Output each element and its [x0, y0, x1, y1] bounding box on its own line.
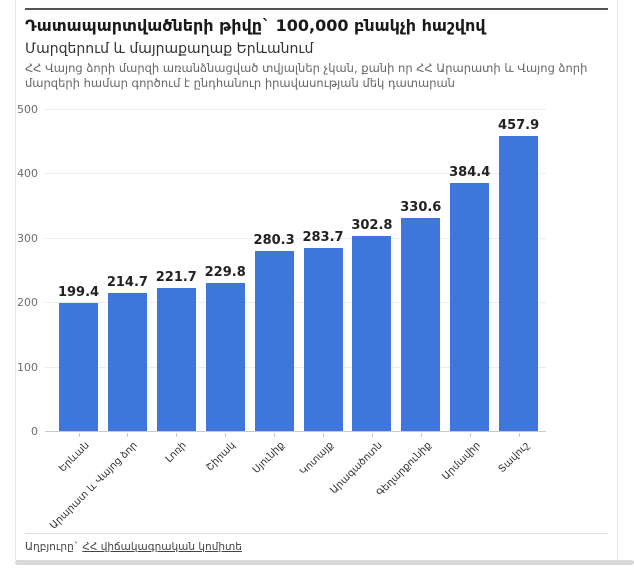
bar[interactable] — [352, 236, 392, 431]
source-prefix: Աղբյուրը` — [25, 541, 79, 553]
footer-divider — [25, 533, 608, 534]
x-axis-tick — [78, 433, 80, 437]
gridline — [45, 237, 546, 239]
x-axis-label: Շիրակ — [204, 440, 238, 474]
x-axis-tick — [127, 433, 129, 437]
bar-value-label: 221.7 — [155, 270, 197, 286]
y-axis-tick-label: 100 — [17, 360, 38, 374]
bar-value-label: 384.4 — [449, 165, 491, 181]
x-axis-line — [45, 431, 546, 432]
horizontal-scrollbar[interactable] — [15, 560, 634, 565]
bar[interactable] — [499, 136, 539, 431]
source-link[interactable]: ՀՀ վիճակագրական կոմիտե — [82, 541, 242, 553]
bar[interactable] — [107, 292, 147, 431]
x-axis-label: Սյունիք — [250, 440, 287, 476]
x-axis-label: Կոտայք — [298, 440, 336, 478]
x-axis-tick — [323, 433, 324, 437]
chart-subtitle: Մարզերում և մայրաքաղաք Երևանում — [25, 41, 314, 57]
gridline — [45, 302, 546, 304]
y-axis: 0 100 200 300 400 500 — [0, 103, 38, 438]
bar-value-label: 280.3 — [253, 232, 295, 248]
x-axis-tick — [274, 433, 276, 437]
bar-value-label: 199.4 — [57, 284, 100, 300]
y-axis-tick-label: 500 — [17, 103, 38, 116]
bar[interactable] — [450, 183, 490, 431]
x-axis-label: Լոռի — [163, 440, 190, 466]
bar-value-label: 302.8 — [351, 218, 393, 233]
x-axis-tick — [518, 433, 520, 437]
plot-area: 199.4 214.7 221.7 229.8 280.3 283.7 302.8 330.6… — [45, 109, 546, 437]
y-axis-tick-label: 400 — [17, 167, 38, 181]
x-axis-label: Տավուշ — [496, 440, 532, 476]
bar[interactable] — [205, 283, 245, 431]
top-rule-divider — [25, 8, 608, 10]
x-axis-label: Արմավիր — [439, 440, 483, 483]
x-axis-tick — [225, 433, 227, 437]
x-axis-tick — [469, 433, 471, 437]
bar-value-label: 229.8 — [204, 265, 246, 281]
bar[interactable] — [254, 250, 294, 431]
source-line: Աղբյուրը` ՀՀ վիճակագրական կոմիտե — [25, 541, 608, 553]
y-axis-tick-label: 300 — [17, 231, 38, 245]
x-axis-tick — [176, 433, 178, 437]
bar-value-label: 214.7 — [106, 274, 148, 290]
y-axis-tick-label: 0 — [31, 425, 38, 438]
gridline — [45, 366, 546, 368]
x-axis-label: Արարատ և Վայոց ձոր — [48, 440, 141, 532]
x-axis: Երևան Արարատ և Վայոց ձոր Լոռի Շիրակ Սյունիք Կ… — [45, 440, 546, 532]
y-axis-tick-label: 200 — [17, 296, 38, 310]
gridline — [45, 173, 546, 175]
bar[interactable] — [156, 288, 196, 431]
bar-value-label: 283.7 — [302, 230, 344, 246]
chart-description: ՀՀ Վայոց ձորի մարզի առանձնացված տվյալներ… — [25, 61, 588, 91]
bar[interactable] — [303, 248, 343, 431]
bar-value-label: 330.6 — [400, 200, 442, 216]
x-axis-tick — [420, 433, 422, 437]
chart-title: Դատապարտվածների թիվը` 100,000 բնակչի հաշ… — [25, 16, 486, 35]
bar[interactable] — [59, 302, 98, 431]
bar-value-label: 457.9 — [498, 118, 540, 134]
gridline — [45, 109, 546, 110]
x-axis-label: Երևան — [56, 440, 92, 475]
x-axis-tick — [371, 433, 373, 437]
bar[interactable] — [401, 218, 441, 431]
